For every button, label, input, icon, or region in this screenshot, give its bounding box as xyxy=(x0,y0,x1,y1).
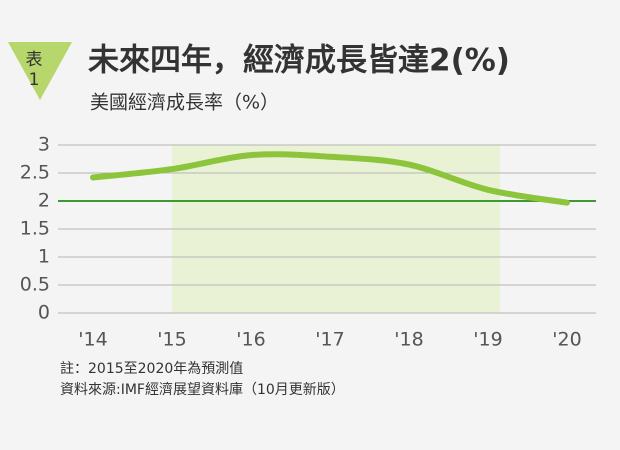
y-tick-label: 3 xyxy=(38,134,50,156)
x-tick-label: '16 xyxy=(236,329,265,351)
x-tick-label: '18 xyxy=(394,329,423,351)
x-tick-label: '20 xyxy=(552,329,581,351)
x-tick-label: '19 xyxy=(473,329,502,351)
x-tick-label: '15 xyxy=(157,329,186,351)
chart-subtitle: 美國經濟成長率（%） xyxy=(90,92,279,114)
x-tick-label: '14 xyxy=(78,329,107,351)
note: 資料來源:IMF經濟展望資料庫（10月更新版） xyxy=(60,381,345,398)
y-tick-label: 1.5 xyxy=(20,218,50,240)
data-line xyxy=(90,151,570,206)
x-tick-label: '17 xyxy=(315,329,344,351)
y-tick-label: 2.5 xyxy=(20,162,50,184)
note: 註：2015至2020年為預測值 xyxy=(60,361,243,377)
badge-number: 1 xyxy=(29,70,40,90)
chart-title: 未來四年，經濟成長皆達2(%) xyxy=(88,43,510,79)
y-tick-label: 0.5 xyxy=(20,274,50,296)
badge-shape xyxy=(8,42,72,100)
y-tick-label: 2 xyxy=(38,190,50,212)
y-tick-label: 0 xyxy=(38,302,50,324)
badge-label: 表 xyxy=(26,50,43,70)
y-tick-label: 1 xyxy=(38,246,50,268)
